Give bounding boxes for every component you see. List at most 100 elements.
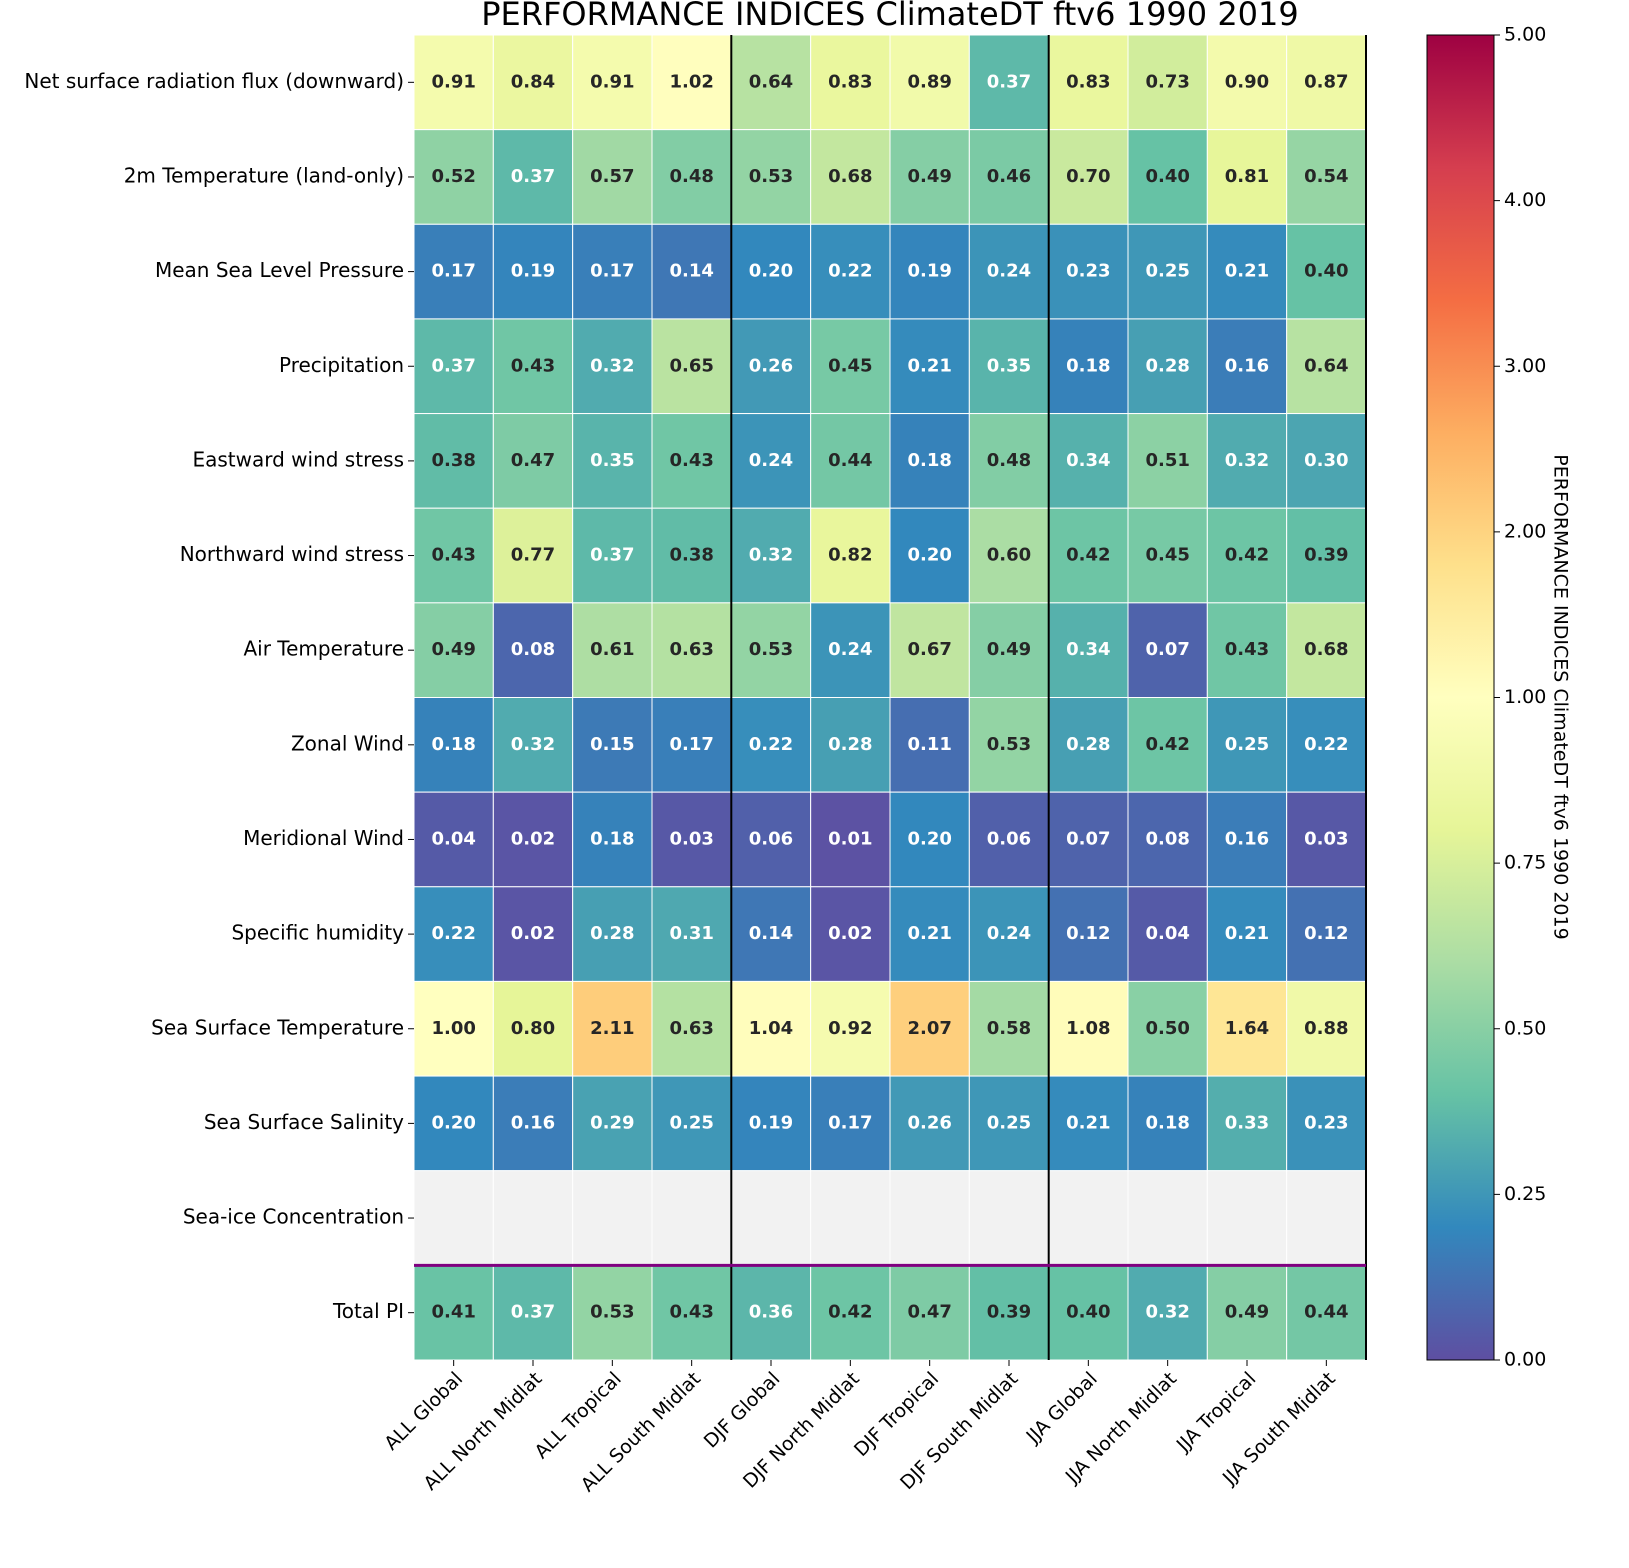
cell [492, 1075, 574, 1172]
cell-label: 0.35 [590, 450, 634, 471]
cell-label: 0.53 [749, 639, 793, 660]
cell-label: 0.48 [669, 166, 713, 187]
cell [1127, 602, 1208, 698]
cell [810, 413, 891, 509]
cell-label: 0.15 [590, 734, 634, 755]
cell [1206, 980, 1288, 1077]
cell [1286, 791, 1367, 888]
cell-label: 0.23 [1066, 261, 1110, 282]
cell-label: 0.20 [907, 545, 951, 566]
cell-label: 0.67 [907, 639, 951, 660]
cell-label: 0.81 [1225, 166, 1269, 187]
cell [889, 1075, 970, 1172]
cell-label: 0.50 [1145, 1018, 1189, 1039]
cell-label: 0.25 [1145, 261, 1189, 282]
cell [651, 129, 732, 225]
row-label: Sea Surface Temperature [151, 1015, 404, 1039]
cell [413, 129, 494, 225]
cell-label: 0.68 [1304, 639, 1348, 660]
cell [968, 1264, 1050, 1361]
cell-label: 0.22 [749, 734, 793, 755]
cell-label: 0.53 [749, 166, 793, 187]
cell-label: 0.14 [669, 261, 713, 282]
x-tick-label: JJA Global [1021, 1368, 1101, 1448]
cell [1127, 697, 1208, 793]
cell [572, 34, 653, 131]
cell-label: 0.43 [431, 545, 475, 566]
cell-label: 0.12 [1066, 923, 1110, 944]
cell [492, 602, 574, 698]
cell-label: 0.17 [590, 261, 634, 282]
cell-label: 0.02 [511, 923, 555, 944]
cell-label: 0.21 [1225, 261, 1269, 282]
cell-label: 0.14 [749, 923, 793, 944]
cell-label: 0.42 [1145, 734, 1189, 755]
colorbar-tick-label: 0.75 [1504, 852, 1546, 874]
cell-label: 0.28 [590, 923, 634, 944]
cell [492, 980, 574, 1077]
cell-label: 0.57 [590, 166, 634, 187]
cell [1206, 413, 1288, 509]
separators [414, 35, 1367, 1360]
cell-label: 0.54 [1304, 166, 1348, 187]
row-label: Air Temperature [243, 637, 404, 661]
colorbar-tick-label: 0.00 [1504, 1349, 1546, 1371]
cell [1286, 223, 1367, 320]
cell [492, 697, 574, 793]
cell [889, 980, 970, 1077]
cell [1206, 886, 1288, 982]
cell [1286, 507, 1367, 604]
cell-label: 0.18 [1145, 1112, 1189, 1133]
cell-label: 0.06 [749, 828, 793, 849]
cell-label: 0.04 [431, 828, 475, 849]
cell-label: 0.87 [1304, 71, 1348, 92]
cell-label: 0.24 [987, 923, 1031, 944]
cell [492, 129, 574, 225]
cell-label: 0.46 [987, 166, 1031, 187]
cell [810, 1075, 891, 1172]
cell-label: 0.51 [1145, 450, 1189, 471]
cell-label: 0.22 [1304, 734, 1348, 755]
cell [413, 507, 494, 604]
cell-label: 0.18 [1066, 355, 1110, 376]
cell [1286, 697, 1367, 793]
cell [1286, 980, 1367, 1077]
cell-label: 0.43 [669, 1302, 713, 1323]
cell [1127, 129, 1208, 225]
cell [651, 507, 732, 604]
cell [968, 413, 1050, 509]
cell [492, 413, 574, 509]
missing-cell [730, 1170, 812, 1266]
cell [1127, 507, 1208, 604]
cell [572, 223, 653, 320]
cell-label: 0.21 [907, 355, 951, 376]
cell-label: 0.35 [987, 355, 1031, 376]
cell [889, 697, 970, 793]
cell [572, 413, 653, 509]
cell-label: 0.16 [1225, 355, 1269, 376]
missing-cell [1127, 1170, 1208, 1266]
cell-label: 0.83 [1066, 71, 1110, 92]
cell-label: 0.12 [1304, 923, 1348, 944]
cell-label: 0.47 [511, 450, 555, 471]
cell [1127, 1264, 1208, 1361]
cell-label: 0.47 [907, 1302, 951, 1323]
cell-label: 2.07 [907, 1018, 951, 1039]
cell-label: 2.11 [590, 1018, 634, 1039]
cell [968, 34, 1050, 131]
cell-label: 0.42 [1225, 545, 1269, 566]
cell [651, 223, 732, 320]
cell-label: 0.03 [669, 828, 713, 849]
row-label: Net surface radiation flux (downward) [24, 69, 404, 93]
cell-label: 0.28 [828, 734, 872, 755]
cell-label: 0.89 [907, 71, 951, 92]
cell [1206, 1264, 1288, 1361]
cell [1127, 34, 1208, 131]
cell [651, 697, 732, 793]
cell-label: 0.42 [1066, 545, 1110, 566]
row-label: Specific humidity [231, 921, 404, 945]
row-label: Sea Surface Salinity [204, 1110, 404, 1134]
cell-label: 0.04 [1145, 923, 1189, 944]
cell [572, 980, 653, 1077]
cell-label: 0.61 [590, 639, 634, 660]
